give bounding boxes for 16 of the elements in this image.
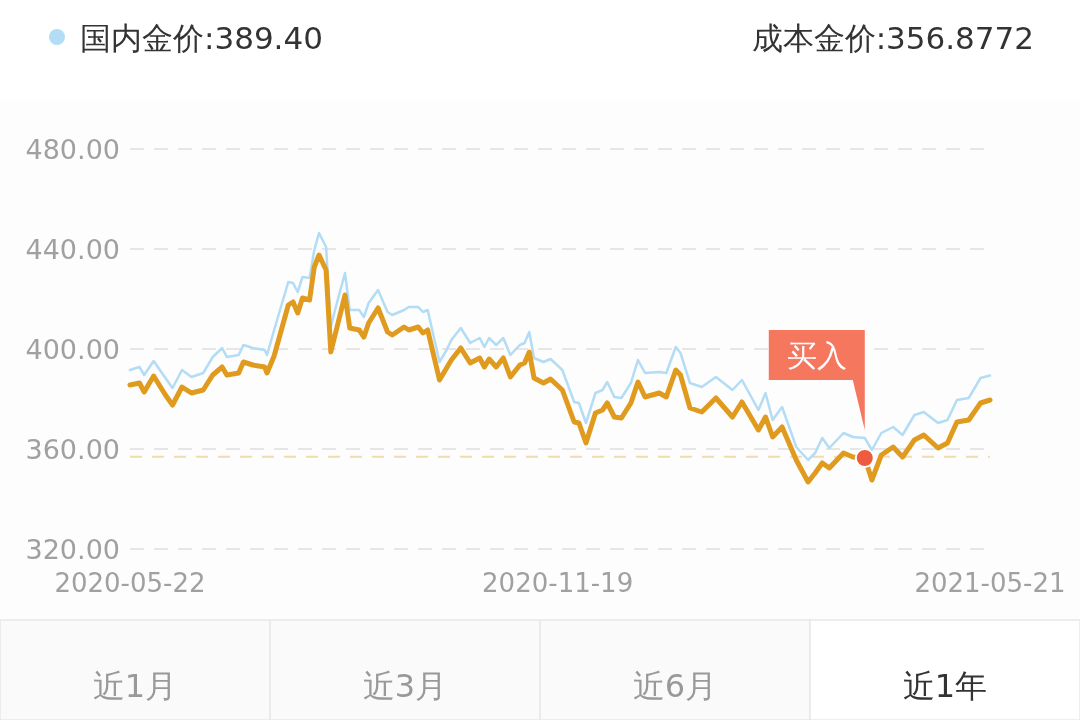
y-tick-label: 400.00	[25, 334, 120, 365]
text: 国内金价:389.40	[80, 20, 323, 56]
text: 近6月	[632, 667, 718, 705]
text: 成本金价:356.8772	[751, 20, 1034, 56]
y-tick-label: 360.00	[25, 434, 120, 465]
x-tick-label: 2020-05-22	[54, 568, 206, 598]
y-tick-label: 480.00	[25, 134, 120, 165]
y-tick-label: 320.00	[25, 534, 120, 565]
text: 近1年	[902, 667, 988, 705]
annotation: 买入	[786, 338, 847, 373]
note-buy: 买入	[768, 330, 875, 468]
text: 近3月	[362, 667, 448, 705]
x-tick-label: 2020-11-19	[482, 568, 634, 598]
x-tick-label: 2021-05-21	[914, 568, 1066, 598]
text: 近1月	[92, 667, 178, 705]
y-tick-label: 440.00	[25, 234, 120, 265]
